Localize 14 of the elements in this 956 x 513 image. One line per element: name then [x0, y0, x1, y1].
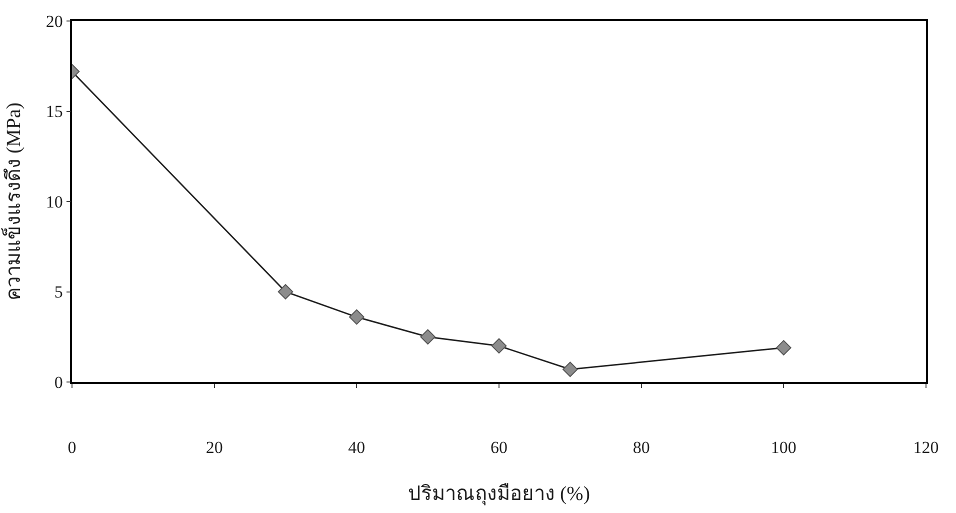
y-tick-label: 10: [46, 192, 63, 212]
x-axis-title: ปริมาณถุงมือยาง (%): [408, 483, 590, 506]
y-tick-label: 5: [54, 282, 63, 302]
x-tick-label: 60: [490, 438, 508, 458]
x-tick-label: 40: [348, 438, 366, 458]
x-tick-label: 0: [68, 438, 76, 458]
x-tick-label: 100: [770, 438, 796, 458]
x-tick-label: 20: [206, 438, 223, 458]
y-tick-label: 0: [54, 372, 63, 392]
y-tick-label: 20: [46, 12, 63, 31]
x-tick-label: 80: [632, 438, 650, 458]
y-tick-label: 15: [46, 102, 63, 122]
x-tick-label: 120: [913, 438, 939, 458]
y-axis-title: ความแข็งแรงดึง (MPa): [0, 102, 25, 301]
